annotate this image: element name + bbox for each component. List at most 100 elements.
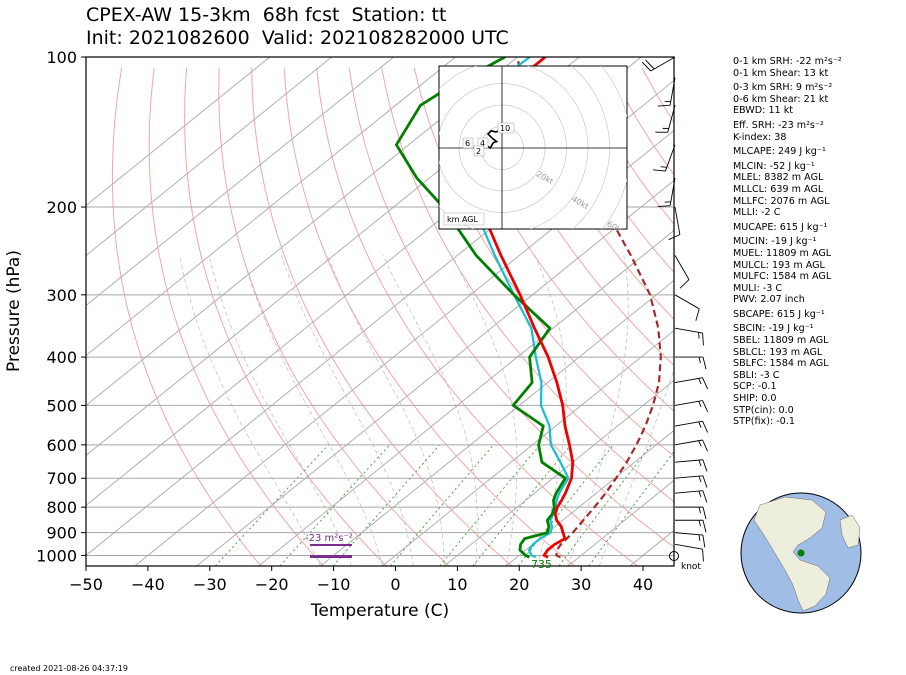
- parameter-item: MULFC: 1584 m AGL: [733, 271, 832, 283]
- x-tick-label: 40: [633, 575, 653, 594]
- wind-barb: [674, 420, 709, 433]
- station-marker: [797, 549, 805, 557]
- isotherm: [258, 229, 674, 566]
- x-tick-label: −50: [69, 575, 103, 594]
- parameter-item: 0-6 km Shear: 21 kt: [733, 93, 829, 105]
- calm-wind-circle: [669, 551, 679, 561]
- y-tick-label: 1000: [36, 546, 77, 565]
- globe-landmass: [839, 514, 861, 549]
- parameter-item: MLCIN: -52 J kg⁻¹: [733, 160, 815, 172]
- moist-adiabat: [179, 255, 321, 566]
- dry-adiabat: [184, 67, 387, 566]
- parameter-item: EBWD: 11 kt: [733, 105, 794, 117]
- parameter-item: MLLCL: 639 m AGL: [733, 183, 824, 195]
- y-tick-label: 200: [46, 198, 77, 217]
- parameter-item: STP(fix): -0.1: [733, 416, 795, 428]
- wind-barb: [674, 439, 709, 452]
- dry-adiabat: [869, 68, 906, 566]
- hodograph-ring-label: 60kt: [605, 219, 625, 236]
- hodograph-height-box: [497, 122, 515, 134]
- parameter-item: MLLFC: 2076 m AGL: [733, 195, 830, 207]
- parameter-item: MULCL: 193 m AGL: [733, 259, 825, 271]
- dry-adiabat: [348, 67, 674, 548]
- mixing-ratio-line: [279, 444, 391, 566]
- hodograph-legend: km AGL: [447, 215, 479, 224]
- y-tick-label: 100: [46, 48, 77, 67]
- plot-frame: [85, 56, 675, 567]
- y-tick-label: 700: [46, 469, 77, 488]
- parameter-item: SBLFC: 1584 m AGL: [733, 358, 829, 370]
- wind-barb: [674, 400, 709, 413]
- isotherm: [382, 329, 674, 566]
- dry-adiabat: [381, 67, 674, 503]
- wind-barb: [674, 532, 706, 548]
- isotherm: [86, 57, 394, 307]
- knot-label: knot: [681, 562, 701, 572]
- isotherm: [505, 429, 674, 566]
- moist-adiabat: [383, 255, 478, 566]
- parameter-item: MLEL: 8382 m AGL: [733, 172, 824, 184]
- parcel-profile: [516, 57, 662, 559]
- moist-adiabat: [567, 255, 629, 566]
- surface-value-label: 735: [531, 558, 552, 571]
- hodograph-height-label: 6: [465, 139, 470, 148]
- chart-title-line2: Init: 2021082600 Valid: 202108282000 UTC: [86, 27, 509, 49]
- x-tick-label: −30: [193, 575, 227, 594]
- x-tick-label: 0: [390, 575, 400, 594]
- parameter-item: SBEL: 11809 m AGL: [733, 335, 829, 347]
- dry-adiabat: [111, 67, 262, 566]
- x-axis-label: Temperature (C): [310, 601, 449, 621]
- y-tick-label: 300: [46, 286, 77, 305]
- x-tick-label: −40: [131, 575, 165, 594]
- dewpoint-profile: [394, 57, 567, 559]
- isotherm: [134, 129, 674, 566]
- globe-landmass: [753, 496, 831, 612]
- moist-adiabat: [208, 255, 352, 566]
- parameter-item: MLCAPE: 249 J kg⁻¹: [733, 146, 826, 158]
- parameter-item: STP(cin): 0.0: [733, 404, 794, 416]
- parameter-item: SBCIN: -19 J kg⁻¹: [733, 323, 814, 335]
- x-tick-label: 30: [571, 575, 591, 594]
- y-tick-label: 900: [46, 524, 77, 543]
- parameter-item: SBLCL: 193 m AGL: [733, 346, 823, 358]
- hodograph-height-label: 4: [480, 139, 485, 148]
- parameter-item: MUCIN: -19 J kg⁻¹: [733, 236, 817, 248]
- wind-barb: [657, 178, 676, 208]
- created-timestamp: created 2021-08-26 04:37:19: [10, 664, 128, 673]
- x-tick-label: −20: [255, 575, 289, 594]
- parameter-item: PWV: 2.07 inch: [733, 294, 805, 306]
- y-tick-label: 500: [46, 396, 77, 415]
- y-tick-label: 800: [46, 498, 77, 517]
- hodograph-height-label: 10: [500, 124, 510, 133]
- mixing-ratio-line: [517, 444, 614, 566]
- hodograph-height-box: [462, 137, 474, 149]
- wind-barb: [674, 475, 708, 488]
- dry-adiabat: [148, 67, 324, 566]
- wind-barb: [653, 144, 676, 172]
- mixing-ratio-line: [472, 444, 572, 566]
- moist-adiabat: [451, 255, 518, 566]
- parameter-item: SHIP: 0.0: [733, 393, 777, 405]
- dry-adiabat: [316, 67, 638, 566]
- wind-barb: [674, 294, 700, 321]
- isotherm: [86, 57, 456, 357]
- isotherm: [567, 479, 674, 566]
- parameter-item: MUEL: 11809 m AGL: [733, 247, 832, 259]
- parameter-item: SBLI: -3 C: [733, 369, 780, 381]
- isotherm: [86, 57, 518, 407]
- y-tick-label: 400: [46, 348, 77, 367]
- y-axis-label: Pressure (hPa): [4, 250, 24, 372]
- isotherm: [86, 57, 271, 207]
- wind-barb: [674, 255, 690, 289]
- dry-adiabat: [218, 67, 450, 566]
- x-tick-label: 20: [509, 575, 529, 594]
- isotherm: [320, 279, 674, 566]
- dry-adiabat: [511, 67, 674, 320]
- parameter-item: MLLI: -2 C: [733, 207, 781, 219]
- srh-label: -23 m²s⁻²: [305, 533, 353, 544]
- parameter-item: Eff. SRH: -23 m²s⁻²: [733, 119, 824, 131]
- moist-adiabat: [327, 255, 445, 566]
- chart-title-line1: CPEX-AW 15-3km 68h fcst Station: tt: [86, 4, 447, 26]
- x-tick-label: −10: [317, 575, 351, 594]
